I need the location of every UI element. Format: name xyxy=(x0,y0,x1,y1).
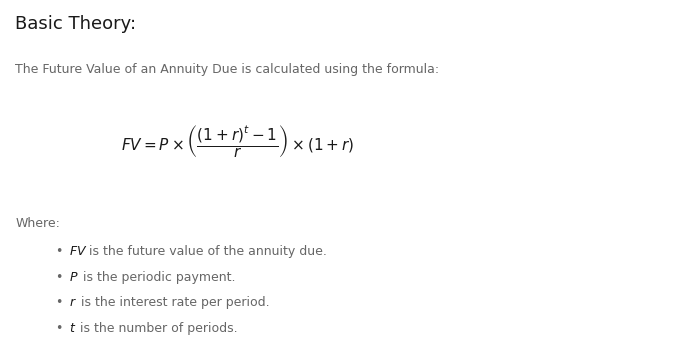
Text: $FV$: $FV$ xyxy=(69,245,88,258)
Text: •: • xyxy=(55,245,62,258)
Text: The Future Value of an Annuity Due is calculated using the formula:: The Future Value of an Annuity Due is ca… xyxy=(15,63,440,76)
Text: •: • xyxy=(55,271,62,284)
Text: Where:: Where: xyxy=(15,217,60,230)
Text: is the periodic payment.: is the periodic payment. xyxy=(79,271,235,284)
Text: is the number of periods.: is the number of periods. xyxy=(76,322,238,335)
Text: •: • xyxy=(55,322,62,335)
Text: $P$: $P$ xyxy=(69,271,79,284)
Text: $t$: $t$ xyxy=(69,322,76,335)
Text: is the interest rate per period.: is the interest rate per period. xyxy=(77,296,270,309)
Text: •: • xyxy=(55,296,62,309)
Text: $r$: $r$ xyxy=(69,296,76,309)
Text: is the future value of the annuity due.: is the future value of the annuity due. xyxy=(85,245,327,258)
Text: Basic Theory:: Basic Theory: xyxy=(15,15,136,34)
Text: $FV = P \times \left(\dfrac{(1+r)^{t}-1}{r}\right) \times (1+r)$: $FV = P \times \left(\dfrac{(1+r)^{t}-1}… xyxy=(121,123,354,160)
